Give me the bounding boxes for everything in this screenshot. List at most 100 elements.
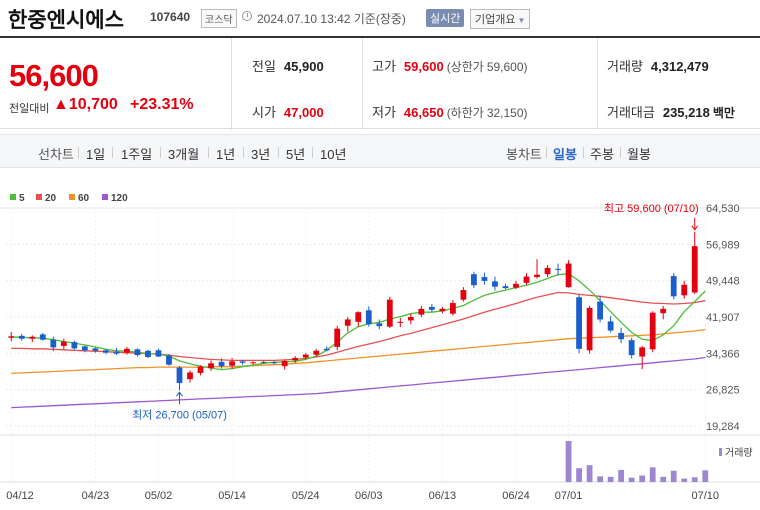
candle-body <box>492 281 498 287</box>
candle <box>534 259 540 279</box>
x-tick-label: 04/23 <box>82 490 110 502</box>
period-3y[interactable]: 3년 <box>251 147 271 162</box>
candle <box>229 357 235 370</box>
change-amount: 10,700 <box>68 96 118 113</box>
candle-body <box>513 283 519 288</box>
clock-icon <box>242 11 252 21</box>
candle <box>471 271 477 289</box>
volume-legend-swatch <box>719 448 722 456</box>
ma120-line <box>11 356 706 409</box>
candle <box>502 283 509 290</box>
candle <box>281 359 288 370</box>
realtime-button[interactable]: 실시간 <box>426 9 465 27</box>
moving-average-lines <box>11 273 706 409</box>
candle <box>660 305 667 320</box>
x-tick-label: 06/24 <box>502 490 530 502</box>
volume-bar <box>618 469 625 482</box>
candle-monthly[interactable]: 월봉 <box>627 147 651 162</box>
company-overview-label: 기업개요 <box>475 14 516 26</box>
legend-label-ma20: 20 <box>45 193 57 204</box>
volume-bar <box>649 467 656 482</box>
candle-body <box>39 334 46 340</box>
candle <box>134 348 141 357</box>
candle-chart-tab[interactable]: 봉차트 <box>506 147 542 162</box>
candle <box>208 360 214 371</box>
line-chart-tab[interactable]: 선차트 <box>38 147 74 162</box>
volume: 거래량 4,312,479 <box>607 56 709 75</box>
candle <box>565 260 572 288</box>
y-tick-label: 41,907 <box>706 312 740 324</box>
candle-body <box>239 361 246 363</box>
ma60-line <box>11 328 706 375</box>
candle-body <box>586 307 593 351</box>
volume-bar <box>639 475 646 482</box>
x-tick-label: 05/14 <box>218 490 246 502</box>
candle-body <box>18 335 25 339</box>
candle-weekly[interactable]: 주봉 <box>590 147 614 162</box>
x-tick-label: 04/12 <box>6 490 34 502</box>
chart-legend: 5 20 60 120 <box>10 193 128 204</box>
divider <box>243 147 244 158</box>
candle-body <box>334 328 341 347</box>
candle <box>292 356 299 363</box>
divider <box>112 147 113 158</box>
period-3m[interactable]: 3개월 <box>168 147 200 162</box>
candle-body <box>502 286 509 289</box>
period-1d[interactable]: 1일 <box>86 147 106 162</box>
candle-body <box>50 339 57 348</box>
candle-body <box>597 301 603 320</box>
legend-swatch-ma20 <box>36 194 42 200</box>
lower-limit-label: (하한가 <box>446 106 484 120</box>
candle-body <box>660 308 667 314</box>
chart-annotations: 최고 59,600 (07/10) 최저 26,700 (05/07) <box>132 202 699 422</box>
quote-panel: 56,600 전일대비 ▲10,700 +23.31% 전일 45,900 시가 4… <box>0 36 760 130</box>
volume-bar <box>660 476 667 482</box>
candle-body <box>344 319 351 326</box>
candle-body <box>113 351 120 354</box>
candle-body <box>386 299 393 327</box>
candle <box>60 338 67 350</box>
period-1w[interactable]: 1주일 <box>121 147 153 162</box>
candle <box>376 319 383 330</box>
candle-body <box>691 246 698 293</box>
candle-body <box>376 323 383 327</box>
candle <box>250 361 256 365</box>
candle <box>239 359 246 365</box>
low-annotation: 최저 26,700 (05/07) <box>132 408 227 421</box>
period-1y[interactable]: 1년 <box>216 147 236 162</box>
candle-body <box>260 361 267 363</box>
candle-body <box>208 363 214 369</box>
candle-body <box>103 350 109 353</box>
candle-body <box>481 277 488 281</box>
candle <box>197 365 204 376</box>
volume-bar <box>681 478 688 482</box>
candle-body <box>155 350 162 357</box>
candle <box>18 333 25 341</box>
period-5y[interactable]: 5년 <box>286 147 306 162</box>
candle-body <box>229 361 235 366</box>
candle <box>344 317 351 332</box>
period-10y[interactable]: 10년 <box>320 147 347 162</box>
candle <box>691 231 698 295</box>
candle-body <box>323 348 330 351</box>
volume-bar <box>607 476 614 482</box>
candle-daily[interactable]: 일봉 <box>553 147 577 162</box>
candle <box>670 273 677 300</box>
y-tick-label: 49,448 <box>706 276 740 288</box>
high-label: 고가 <box>372 59 396 74</box>
chevron-down-icon: ▼ <box>517 16 526 25</box>
candle-body <box>302 354 309 358</box>
y-tick-label: 56,989 <box>706 239 740 251</box>
high-price: 고가 59,600 (상한가 59,600) <box>372 56 528 75</box>
candle <box>586 305 593 354</box>
candle <box>166 354 172 366</box>
quote-datetime: 2024.07.10 13:42 기준(장중) <box>257 12 406 26</box>
company-overview-button[interactable]: 기업개요 ▼ <box>470 9 531 29</box>
candle-body <box>397 321 404 323</box>
candle-body <box>60 341 67 346</box>
volume-bar <box>586 465 593 482</box>
volume-bar <box>597 476 603 482</box>
candle <box>323 346 330 352</box>
candle <box>450 300 456 316</box>
candle <box>71 340 78 350</box>
